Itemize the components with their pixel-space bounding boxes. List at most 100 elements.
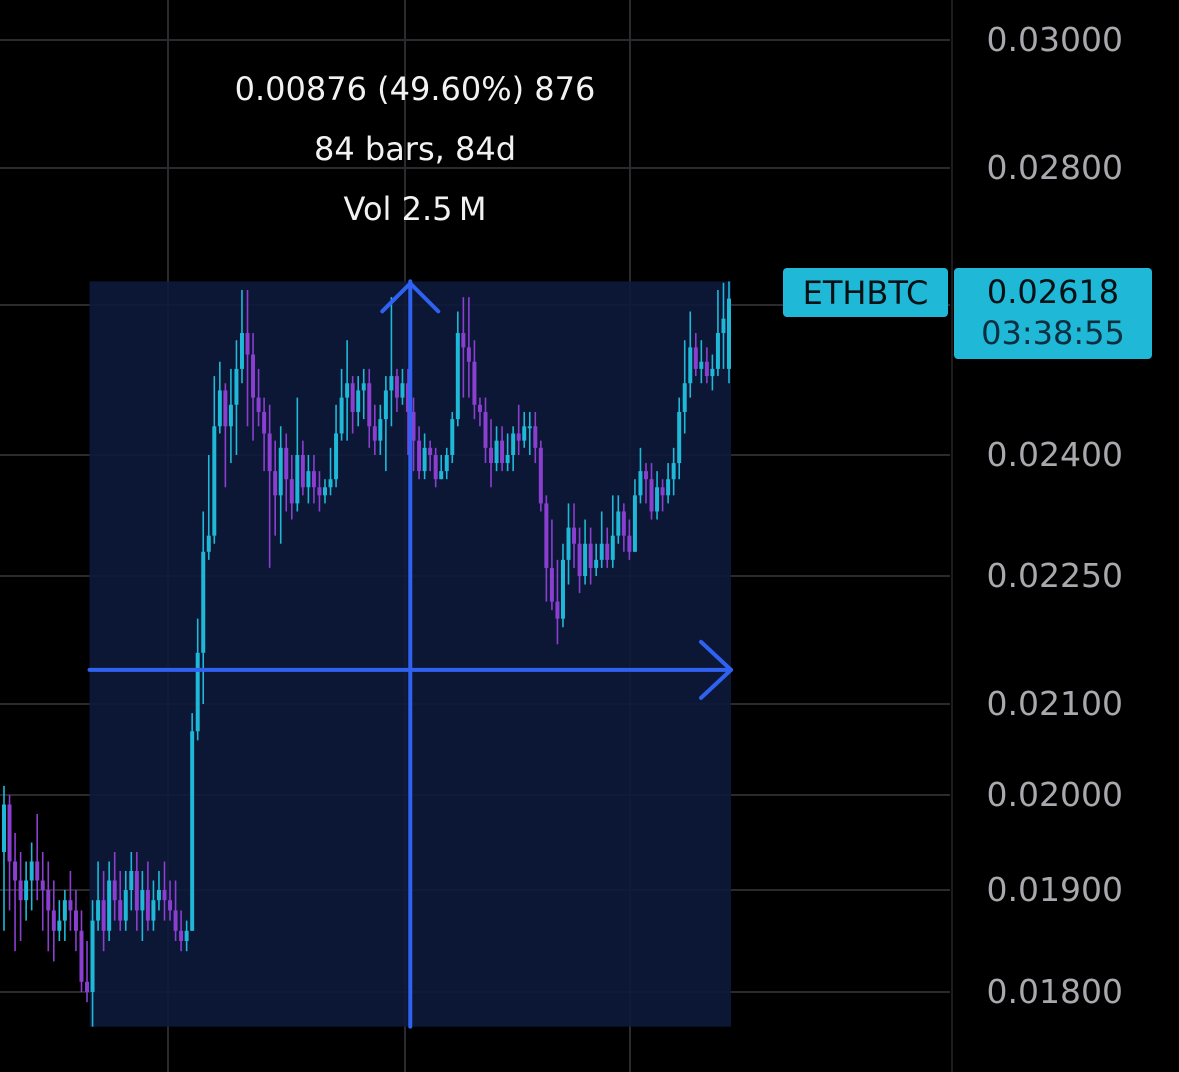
candle-body (610, 535, 615, 560)
candle-down (466, 297, 471, 398)
candle-body (715, 333, 720, 369)
candle-up (632, 479, 637, 552)
candle-body (62, 900, 67, 921)
candle-body (13, 861, 18, 881)
candle-up (710, 354, 715, 391)
candle-body (444, 455, 449, 472)
candle-up (671, 447, 676, 496)
candle-body (461, 333, 466, 348)
candle-up (494, 426, 499, 472)
candle-body (184, 930, 189, 941)
candle-up (583, 519, 588, 585)
candle-down (489, 419, 494, 488)
candle-body (566, 527, 571, 560)
candle-down (649, 463, 654, 520)
candle-down (367, 368, 372, 448)
candle-body (549, 567, 554, 602)
price-axis-label: 0.01900 (986, 870, 1123, 909)
candle-body (500, 440, 505, 464)
candle-down (311, 455, 316, 504)
candle-body (212, 426, 217, 536)
candle-body (251, 354, 256, 398)
candle-up (638, 447, 643, 504)
candle-body (649, 479, 654, 512)
candle-up (721, 282, 726, 369)
candle-down (51, 880, 56, 962)
candle-body (599, 543, 604, 560)
candle-down (394, 368, 399, 412)
candle-down (223, 383, 228, 488)
candle-up (323, 479, 327, 504)
candle-up (190, 713, 195, 931)
candle-down (372, 404, 377, 455)
candle-down (251, 333, 256, 441)
candle-body (417, 440, 422, 472)
candle-down (35, 814, 40, 901)
candle-up (2, 785, 6, 931)
candle-body (383, 390, 388, 420)
candle-body (306, 471, 311, 488)
candle-down (273, 440, 278, 536)
candle-down (284, 433, 289, 512)
candle-body (112, 880, 117, 901)
candle-up (400, 368, 405, 405)
candle-down (643, 463, 648, 504)
candle-up (727, 281, 731, 384)
candle-body (533, 426, 538, 448)
candle-up (239, 289, 244, 384)
candle-up (295, 397, 300, 512)
candle-body (400, 383, 405, 398)
candle-up (234, 340, 239, 455)
candle-body (339, 397, 344, 434)
candle-body (79, 930, 84, 982)
candle-body (267, 433, 272, 472)
candle-body (234, 368, 239, 405)
candle-body (317, 487, 322, 496)
candle-body (422, 447, 427, 472)
candle-body (572, 527, 577, 544)
candle-up (715, 289, 720, 377)
candle-down (46, 861, 51, 952)
candle-body (477, 404, 482, 412)
candle-body (433, 455, 438, 480)
candle-up (522, 411, 527, 448)
candle-down (704, 347, 709, 384)
candle-down (500, 426, 505, 472)
candle-body (671, 463, 676, 480)
candle-up (334, 404, 339, 488)
candle-up (345, 340, 350, 441)
candle-body (699, 361, 704, 369)
candle-body (616, 511, 621, 536)
candle-up (505, 433, 510, 472)
candle-down (245, 289, 250, 427)
candle-body (162, 890, 167, 901)
candle-body (201, 551, 206, 653)
candle-down (627, 519, 632, 560)
candle-down (417, 426, 422, 480)
candle-down (516, 404, 521, 455)
candle-down (406, 368, 410, 455)
candle-up (184, 920, 189, 952)
candle-body (682, 383, 687, 412)
candle-up (389, 297, 394, 427)
candle-body (123, 890, 128, 921)
candle-body (472, 361, 477, 405)
measure-bars-text: 84 bars, 84d (313, 130, 516, 168)
candle-body (2, 804, 6, 852)
candle-body (489, 447, 494, 464)
candle-up (151, 880, 156, 931)
candle-body (256, 397, 261, 412)
candle-body (262, 411, 267, 434)
candle-body (206, 535, 211, 552)
candle-body (372, 426, 377, 441)
candle-body (151, 900, 156, 921)
candle-body (311, 471, 316, 488)
candle-body (522, 426, 527, 441)
candle-down (18, 852, 23, 941)
symbol-badge: ETHBTC (783, 268, 948, 317)
candle-body (73, 910, 78, 931)
candle-down (101, 871, 106, 952)
candle-body (361, 383, 366, 391)
candle-body (245, 333, 250, 355)
